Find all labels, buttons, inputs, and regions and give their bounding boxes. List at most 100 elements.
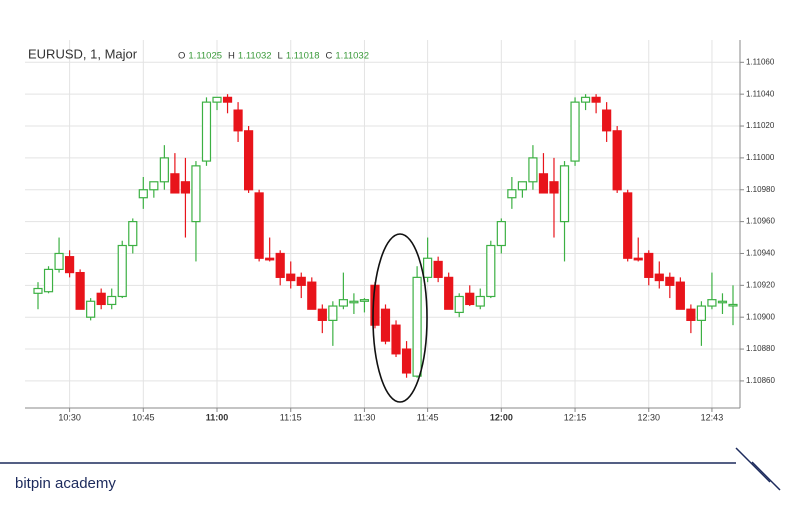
y-tick-label: 1.10860	[746, 376, 775, 385]
ohlc-value: 1.11032	[335, 51, 369, 62]
candle-body	[75, 271, 85, 310]
chart-title: EURUSD, 1, Major	[28, 46, 138, 61]
x-tick-label: 12:15	[564, 412, 587, 422]
candle-body	[296, 276, 306, 286]
y-tick-label: 1.11020	[746, 121, 775, 130]
candle-body	[159, 157, 169, 183]
candle-body	[612, 130, 622, 191]
candle-body	[475, 295, 485, 307]
candle-body	[349, 300, 359, 304]
candle-body	[549, 181, 559, 194]
y-tick-label: 1.10880	[746, 344, 775, 353]
ohlc-label: O	[178, 51, 185, 62]
x-tick-label: 11:15	[280, 412, 302, 422]
y-tick-label: 1.10980	[746, 185, 775, 194]
y-tick-label: 1.11040	[746, 89, 775, 98]
plot	[33, 94, 738, 378]
candle-body	[675, 281, 685, 310]
candle-body	[33, 287, 43, 294]
candle-body	[244, 130, 254, 191]
candle-body	[128, 221, 138, 247]
x-tick-label: 12:43	[701, 412, 724, 422]
candle-body	[96, 292, 106, 306]
x-tick-label: 12:30	[637, 412, 660, 422]
candle-body	[275, 252, 285, 278]
ohlc-legend: O 1.11025 H 1.11032 L 1.11018 C 1.11032	[178, 51, 369, 62]
candle-body	[201, 101, 212, 162]
footer-brand: bitpin academy	[15, 475, 116, 492]
candle-body	[307, 281, 317, 310]
x-tick-label: 10:45	[132, 412, 155, 422]
y-tick-label: 1.11000	[746, 153, 775, 162]
candle-body	[602, 109, 612, 132]
candle-body	[170, 173, 180, 194]
candle-body	[117, 244, 127, 298]
candle-body	[233, 109, 243, 132]
candle-body	[317, 308, 327, 321]
x-tick-label: 11:00	[206, 412, 229, 422]
footer-decoration	[751, 461, 781, 491]
candle-body	[412, 276, 422, 377]
candle-body	[149, 181, 159, 191]
ohlc-label: L	[278, 51, 283, 62]
x-tick-label: 10:30	[58, 412, 81, 422]
ohlc-label: H	[228, 51, 235, 62]
candle-body	[707, 299, 717, 307]
candle-body	[654, 273, 664, 282]
candle-body	[665, 276, 675, 286]
candle-body	[644, 252, 654, 278]
candle-body	[507, 189, 517, 199]
candle-body	[728, 303, 738, 307]
candle-body	[43, 268, 54, 293]
candle-body	[570, 101, 580, 162]
y-tick-label: 1.10960	[746, 217, 775, 226]
candle-body	[454, 295, 464, 314]
candle-body	[254, 192, 264, 259]
candle-body	[528, 157, 538, 183]
candle-body	[138, 189, 148, 199]
candle-body	[222, 96, 233, 103]
x-tick-label: 11:30	[354, 412, 376, 422]
x-tick-label: 12:00	[490, 412, 513, 422]
y-tick-label: 1.10940	[746, 249, 775, 258]
candle-body	[180, 181, 191, 194]
ohlc-value: 1.11018	[286, 51, 320, 62]
candle-body	[54, 252, 64, 271]
candle-body	[696, 305, 707, 321]
candle-body	[686, 308, 696, 321]
candle-body	[86, 300, 96, 318]
candle-body	[191, 165, 201, 223]
candle-body	[496, 221, 506, 247]
ohlc-value: 1.11032	[238, 51, 272, 62]
x-tick-label: 11:45	[417, 412, 439, 422]
candle-body	[559, 165, 570, 223]
candle-body	[391, 324, 401, 355]
highlight-ellipse	[372, 233, 428, 403]
candle-body	[717, 300, 728, 304]
footer-decoration	[735, 447, 771, 483]
candle-body	[486, 244, 496, 298]
candle-body	[580, 96, 591, 103]
candle-body	[380, 308, 391, 342]
candle-body	[286, 273, 296, 282]
candle-body	[623, 192, 633, 259]
candle-body	[401, 348, 412, 374]
candle-body	[359, 299, 370, 302]
candle-body	[433, 260, 443, 278]
candle-body	[212, 96, 222, 103]
candle-body	[633, 257, 643, 261]
ohlc-value: 1.11025	[188, 51, 222, 62]
candle-body	[423, 257, 433, 278]
y-tick-label: 1.11060	[746, 57, 775, 66]
grid	[25, 40, 740, 408]
candle-body	[107, 295, 117, 306]
candle-body	[465, 292, 475, 306]
candle-body	[538, 173, 549, 194]
candle-body	[591, 96, 601, 103]
candle-body	[444, 276, 454, 310]
candle-body	[517, 181, 527, 191]
candle-body	[64, 256, 75, 274]
y-tick-label: 1.10900	[746, 312, 775, 321]
ohlc-label: C	[325, 51, 332, 62]
